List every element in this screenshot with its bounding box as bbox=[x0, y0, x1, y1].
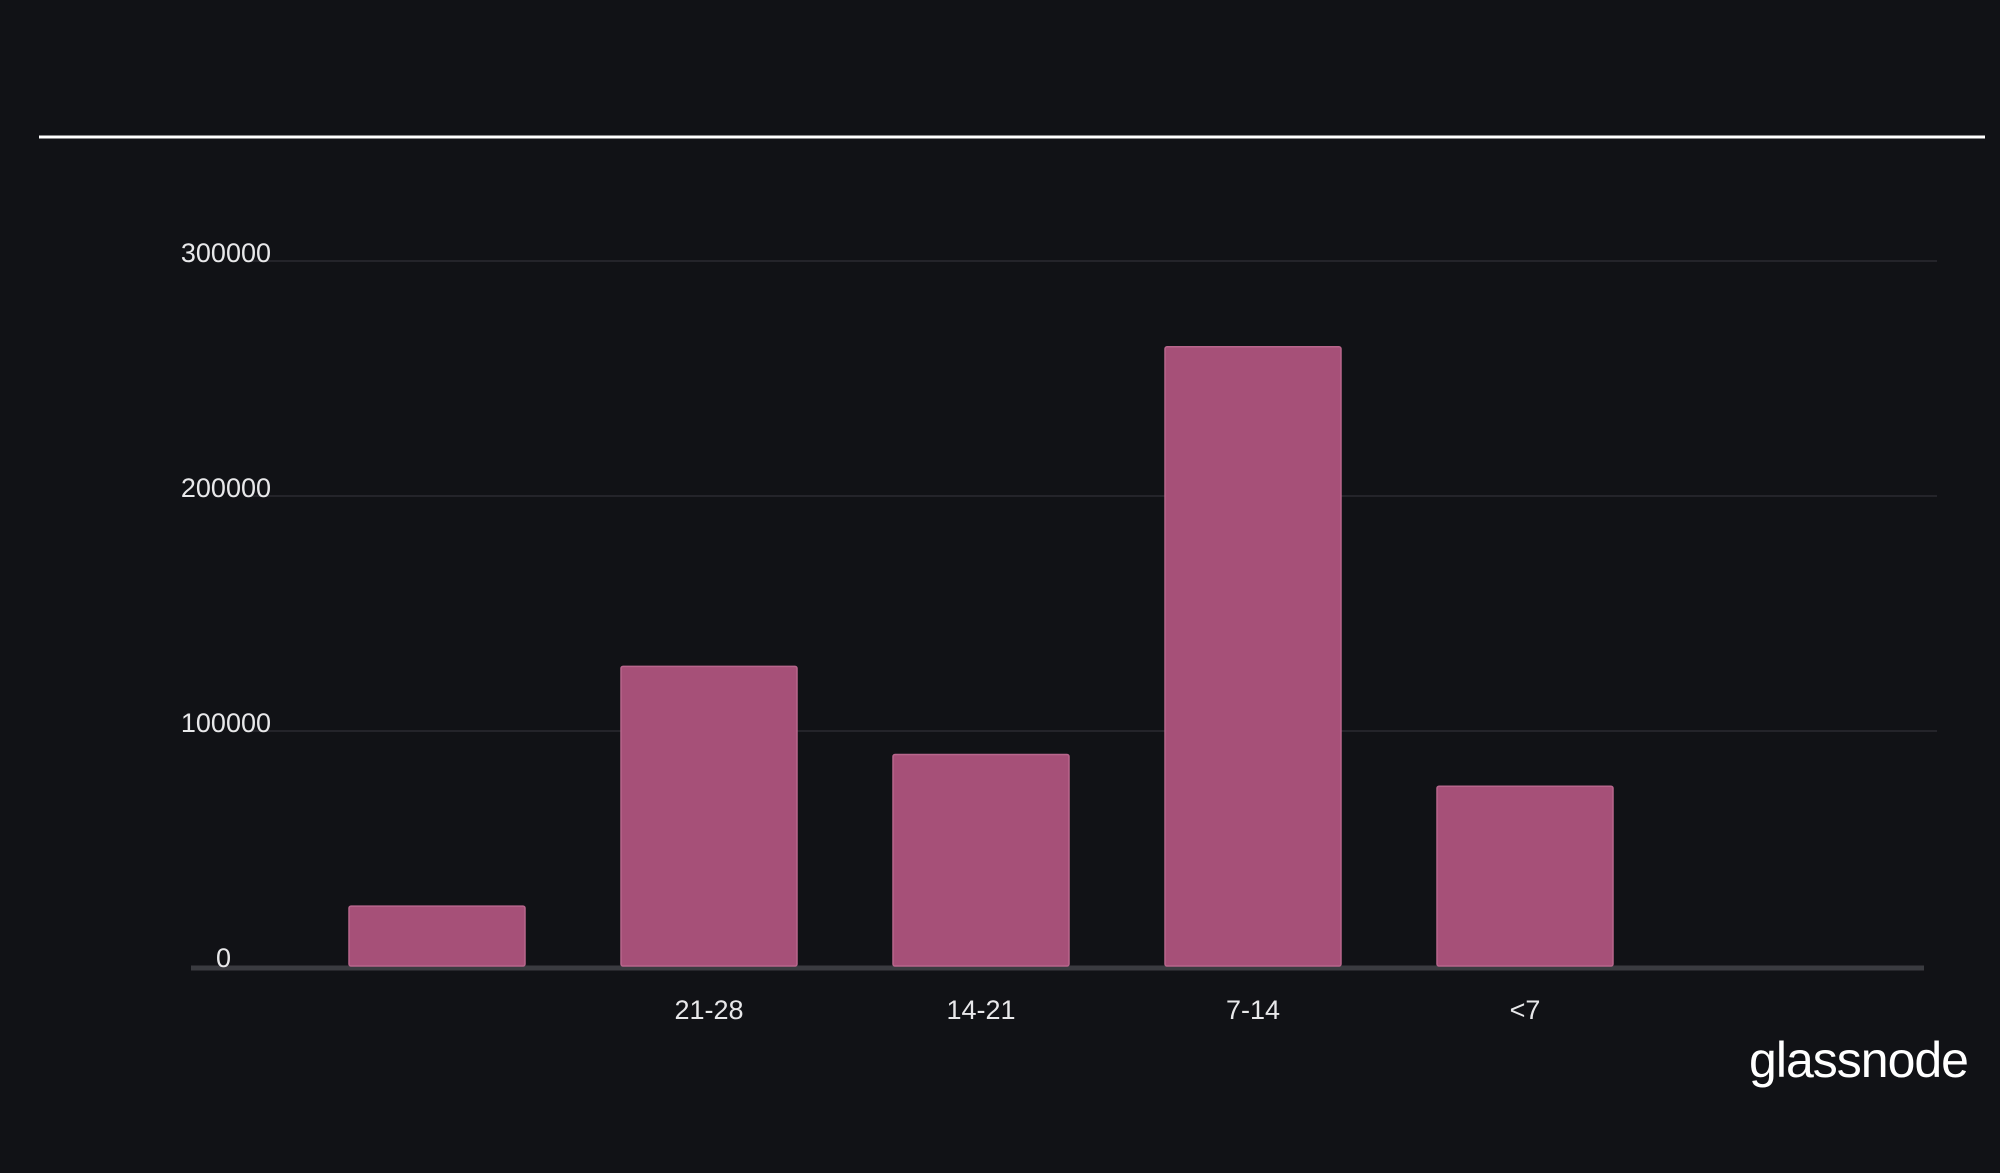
y-tick-label: 200000 bbox=[181, 473, 271, 503]
brand-logo: glassnode bbox=[1749, 1032, 1968, 1088]
bar bbox=[620, 665, 798, 967]
bar bbox=[1164, 346, 1342, 967]
x-tick-label: <7 bbox=[1510, 995, 1541, 1025]
x-tick-label: 7-14 bbox=[1226, 995, 1280, 1025]
bar bbox=[348, 905, 526, 967]
y-tick-label: 100000 bbox=[181, 708, 271, 738]
y-tick-label: 0 bbox=[216, 943, 231, 973]
y-tick-label: 300000 bbox=[181, 238, 271, 268]
x-tick-label: 21-28 bbox=[674, 995, 743, 1025]
bar bbox=[892, 753, 1070, 967]
bar bbox=[1436, 785, 1614, 967]
x-tick-label: 14-21 bbox=[946, 995, 1015, 1025]
